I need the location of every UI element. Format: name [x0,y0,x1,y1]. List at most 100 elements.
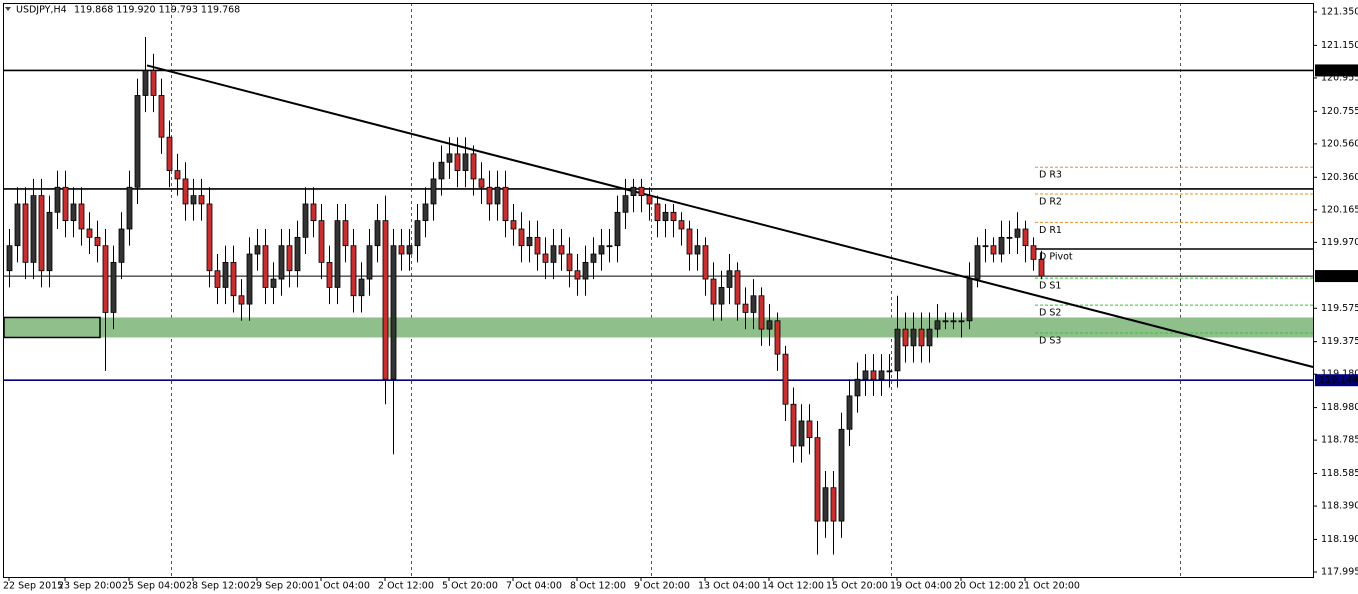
candle-body [502,186,509,222]
candle-body [766,320,773,330]
x-tick-label: 14 Oct 12:00 [762,581,824,592]
candle-body [854,378,861,397]
x-tick-label: 2 Oct 12:00 [378,581,434,592]
zone-box [3,316,101,339]
candle-body [46,211,53,272]
x-tick-label: 13 Oct 04:00 [698,581,760,592]
candle-body [118,228,125,263]
candle-body [918,328,925,347]
x-tick-label: 5 Oct 20:00 [442,581,498,592]
candle-body [734,270,741,305]
x-tick-label: 22 Sep 2015 [3,581,63,592]
candle-body [398,245,405,255]
candle-body [646,195,653,205]
candle-body [86,228,93,238]
candle-body [438,161,445,180]
ohlc-readout: 119.868 119.920 119.793 119.768 [74,5,240,16]
plot-frame [3,3,1314,578]
y-tick-label: 120.360 [1321,172,1358,183]
candle-body [222,261,229,288]
candle-body [230,261,237,297]
candle-body [678,220,685,230]
candle-body [838,428,845,522]
candle-body [374,220,381,247]
y-tick-label: 120.755 [1321,106,1358,117]
candle-body [102,245,109,313]
candle-body [558,245,565,255]
support-zone [4,317,1313,338]
candle-body [942,320,949,323]
x-tick-label: 19 Oct 04:00 [890,581,952,592]
trendline [146,64,1314,368]
pivot-label: D R1 [1039,225,1062,236]
candle-body [246,253,253,305]
candle-body [1038,258,1045,277]
candle-body [998,236,1005,255]
y-tick-label: 119.180 [1321,369,1358,380]
price-label-box [1315,64,1358,77]
price-label: 121.000 [1319,65,1358,76]
candle-body [782,353,789,405]
price-label: 119.768 [1319,271,1358,282]
symbol-title: USDJPY,H4 [16,5,67,16]
candle-body [358,278,365,297]
candle-body [462,153,469,171]
candle-body [38,195,45,272]
candle-body [350,245,357,297]
candle-body [262,245,269,288]
candle-body [126,186,133,230]
candle-body [862,370,869,380]
candle-body [742,303,749,313]
price-label-box [1315,374,1358,387]
candle-body [1014,228,1021,238]
y-tick-label: 117.995 [1321,566,1358,577]
candle-body [22,203,29,263]
candle-body [686,228,693,255]
y-tick-label: 119.575 [1321,303,1358,314]
candle-body [326,261,333,288]
candle-body [94,236,101,247]
candle-body [390,245,397,380]
pivot-label: D S3 [1039,335,1061,346]
y-tick-label: 120.955 [1321,72,1358,83]
candle-body [822,487,829,522]
candle-body [182,178,189,205]
candle-body [798,420,805,447]
candle-body [238,295,245,305]
candle-body [694,245,701,255]
x-tick-label: 28 Sep 12:00 [186,581,249,592]
candle-body [750,295,757,313]
candle-body [454,153,461,171]
candle-body [966,278,973,322]
candle-body [534,236,541,255]
y-tick-label: 118.585 [1321,468,1358,479]
candle-body [702,245,709,280]
y-tick-label: 120.560 [1321,138,1358,149]
candle-body [638,186,645,197]
candle-body [654,203,661,222]
pivot-label: D S2 [1039,308,1061,319]
candle-body [382,220,389,380]
candle-body [630,186,637,197]
y-tick-label: 118.390 [1321,501,1358,512]
candle-body [518,228,525,247]
candle-body [878,370,885,380]
candle-body [62,186,69,222]
y-tick-label: 121.350 [1321,7,1358,18]
x-tick-label: 9 Oct 20:00 [634,581,690,592]
candle-body [718,287,725,305]
candle-body [430,178,437,205]
candle-body [758,295,765,330]
candle-body [1030,245,1037,260]
collapse-icon [5,7,11,11]
candle-body [406,245,413,255]
y-tick-label: 119.970 [1321,237,1358,248]
candle-body [574,270,581,280]
candle-body [670,211,677,222]
candle-body [830,487,837,522]
candle-body [950,320,957,323]
candle-body [542,253,549,263]
candle-body [870,370,877,380]
candle-body [158,95,165,138]
candle-body [774,320,781,355]
